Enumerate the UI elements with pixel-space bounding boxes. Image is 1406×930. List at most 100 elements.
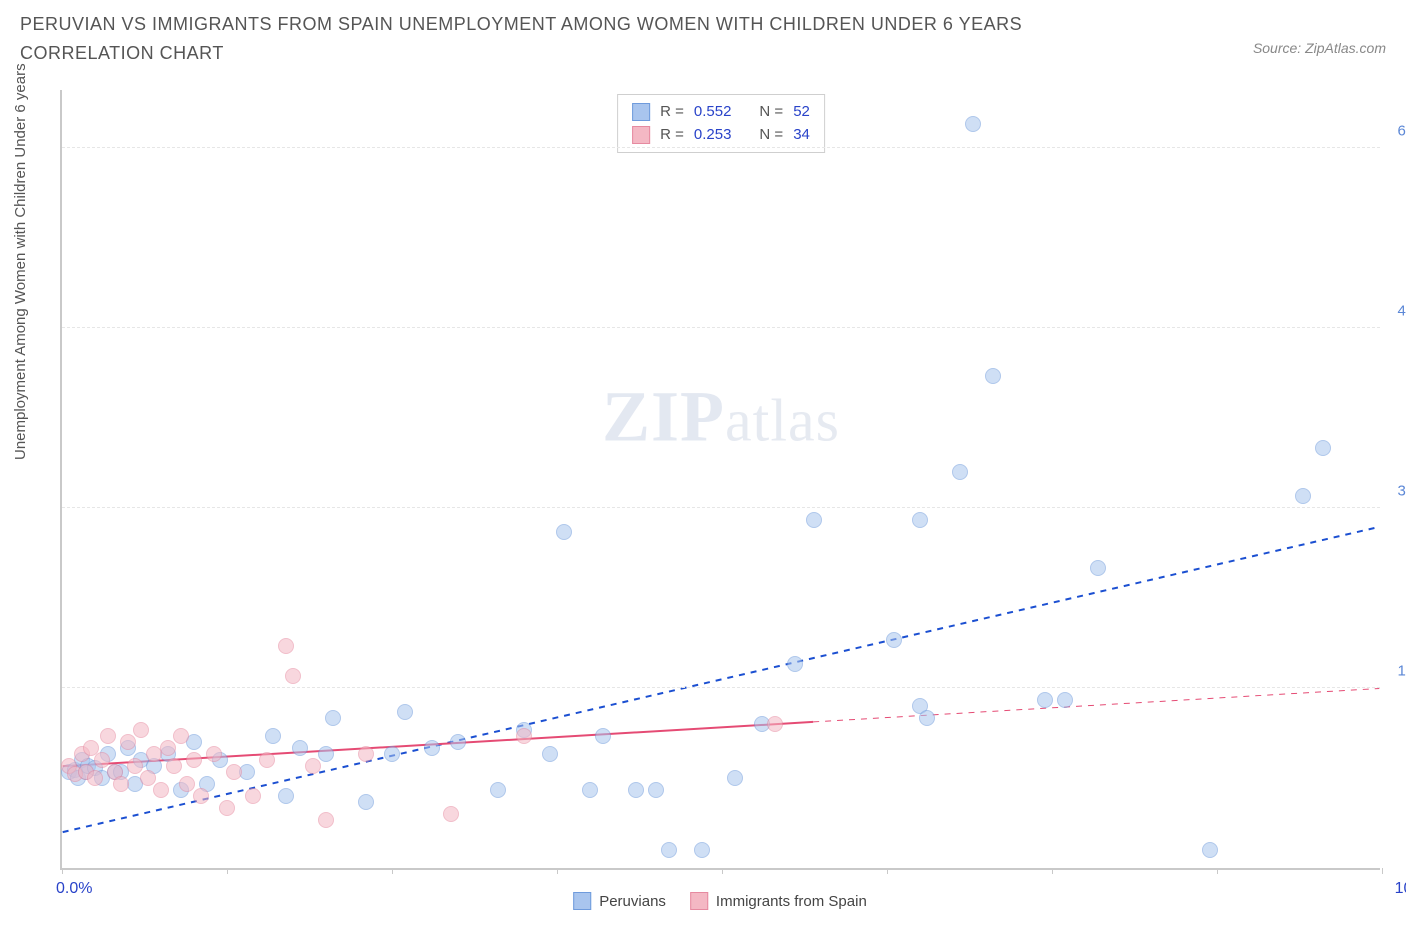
data-point bbox=[265, 728, 281, 744]
data-point bbox=[127, 758, 143, 774]
data-point bbox=[245, 788, 261, 804]
data-point bbox=[325, 710, 341, 726]
data-point bbox=[397, 704, 413, 720]
data-point bbox=[886, 632, 902, 648]
data-point bbox=[648, 782, 664, 798]
data-point bbox=[358, 794, 374, 810]
legend-swatch bbox=[573, 892, 591, 910]
data-point bbox=[113, 776, 129, 792]
watermark-zip: ZIP bbox=[602, 376, 725, 456]
data-point bbox=[1295, 488, 1311, 504]
data-point bbox=[206, 746, 222, 762]
x-tick bbox=[1217, 868, 1218, 874]
y-tick-label: 60.0% bbox=[1385, 123, 1406, 140]
watermark: ZIPatlas bbox=[602, 375, 840, 458]
data-point bbox=[628, 782, 644, 798]
data-point bbox=[305, 758, 321, 774]
x-axis-max-label: 10.0% bbox=[1395, 880, 1406, 898]
stats-legend: R =0.552N =52R =0.253N =34 bbox=[617, 94, 825, 153]
x-tick bbox=[887, 868, 888, 874]
data-point bbox=[278, 638, 294, 654]
y-tick-label: 45.0% bbox=[1385, 303, 1406, 320]
series-legend: Peruvians Immigrants from Spain bbox=[573, 892, 867, 910]
x-tick bbox=[62, 868, 63, 874]
x-tick bbox=[1052, 868, 1053, 874]
data-point bbox=[490, 782, 506, 798]
data-point bbox=[556, 524, 572, 540]
data-point bbox=[965, 116, 981, 132]
source-attribution: Source: ZipAtlas.com bbox=[1253, 40, 1386, 56]
legend-swatch bbox=[690, 892, 708, 910]
gridline bbox=[62, 327, 1380, 328]
stats-legend-row: R =0.552N =52 bbox=[632, 101, 810, 124]
data-point bbox=[173, 728, 189, 744]
data-point bbox=[133, 722, 149, 738]
data-point bbox=[450, 734, 466, 750]
legend-item: Peruvians bbox=[573, 892, 666, 910]
legend-label: Peruvians bbox=[599, 893, 666, 910]
legend-item: Immigrants from Spain bbox=[690, 892, 867, 910]
data-point bbox=[727, 770, 743, 786]
data-point bbox=[1090, 560, 1106, 576]
data-point bbox=[1315, 440, 1331, 456]
data-point bbox=[787, 656, 803, 672]
data-point bbox=[186, 752, 202, 768]
data-point bbox=[166, 758, 182, 774]
x-axis-min-label: 0.0% bbox=[56, 880, 92, 898]
x-tick bbox=[722, 868, 723, 874]
data-point bbox=[226, 764, 242, 780]
data-point bbox=[292, 740, 308, 756]
chart-title: PERUVIAN VS IMMIGRANTS FROM SPAIN UNEMPL… bbox=[20, 10, 1120, 68]
data-point bbox=[767, 716, 783, 732]
data-point bbox=[358, 746, 374, 762]
data-point bbox=[160, 740, 176, 756]
data-point bbox=[582, 782, 598, 798]
y-tick-label: 30.0% bbox=[1385, 483, 1406, 500]
scatter-plot: ZIPatlas R =0.552N =52R =0.253N =34 15.0… bbox=[60, 90, 1380, 870]
x-tick bbox=[227, 868, 228, 874]
x-tick bbox=[392, 868, 393, 874]
data-point bbox=[1202, 842, 1218, 858]
data-point bbox=[516, 728, 532, 744]
gridline bbox=[62, 687, 1380, 688]
data-point bbox=[694, 842, 710, 858]
data-point bbox=[1037, 692, 1053, 708]
plot-area: ZIPatlas R =0.552N =52R =0.253N =34 15.0… bbox=[60, 90, 1380, 870]
data-point bbox=[1057, 692, 1073, 708]
data-point bbox=[179, 776, 195, 792]
data-point bbox=[806, 512, 822, 528]
x-tick bbox=[557, 868, 558, 874]
data-point bbox=[219, 800, 235, 816]
data-point bbox=[952, 464, 968, 480]
data-point bbox=[153, 782, 169, 798]
y-axis-label: Unemployment Among Women with Children U… bbox=[12, 63, 29, 460]
x-tick bbox=[1382, 868, 1383, 874]
data-point bbox=[100, 728, 116, 744]
data-point bbox=[94, 752, 110, 768]
data-point bbox=[193, 788, 209, 804]
data-point bbox=[443, 806, 459, 822]
data-point bbox=[985, 368, 1001, 384]
stats-legend-row: R =0.253N =34 bbox=[632, 124, 810, 147]
data-point bbox=[595, 728, 611, 744]
data-point bbox=[120, 734, 136, 750]
y-tick-label: 15.0% bbox=[1385, 663, 1406, 680]
data-point bbox=[542, 746, 558, 762]
data-point bbox=[259, 752, 275, 768]
data-point bbox=[318, 812, 334, 828]
data-point bbox=[424, 740, 440, 756]
gridline bbox=[62, 507, 1380, 508]
legend-label: Immigrants from Spain bbox=[716, 893, 867, 910]
trend-lines bbox=[62, 90, 1380, 868]
data-point bbox=[318, 746, 334, 762]
data-point bbox=[919, 710, 935, 726]
data-point bbox=[285, 668, 301, 684]
data-point bbox=[384, 746, 400, 762]
gridline bbox=[62, 147, 1380, 148]
data-point bbox=[278, 788, 294, 804]
watermark-atlas: atlas bbox=[725, 387, 840, 453]
data-point bbox=[661, 842, 677, 858]
data-point bbox=[912, 512, 928, 528]
data-point bbox=[140, 770, 156, 786]
data-point bbox=[87, 770, 103, 786]
